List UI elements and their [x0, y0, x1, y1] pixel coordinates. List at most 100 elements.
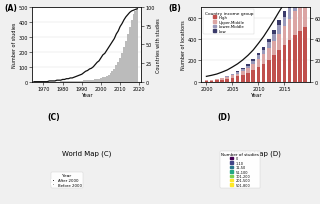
Bar — [303, 0, 307, 28]
Bar — [257, 60, 260, 68]
Bar — [267, 49, 271, 60]
Bar — [92, 80, 94, 82]
Bar — [298, 0, 302, 5]
Bar — [241, 69, 244, 70]
X-axis label: Year: Year — [81, 93, 92, 98]
Bar — [100, 79, 102, 82]
Bar — [252, 71, 255, 82]
Bar — [210, 80, 213, 81]
Bar — [246, 66, 250, 69]
Bar — [236, 74, 239, 77]
Text: World Map (C): World Map (C) — [62, 150, 111, 156]
Bar — [293, 0, 297, 12]
Bar — [119, 59, 121, 82]
Bar — [267, 60, 271, 82]
Bar — [283, 18, 286, 27]
Text: (A): (A) — [5, 4, 18, 13]
Bar — [267, 43, 271, 49]
Bar — [81, 81, 83, 82]
Bar — [225, 77, 229, 78]
Bar — [123, 48, 125, 82]
Bar — [131, 21, 132, 82]
Bar — [129, 28, 131, 82]
Bar — [231, 78, 234, 82]
Bar — [277, 51, 281, 82]
Bar — [241, 75, 244, 82]
Bar — [236, 73, 239, 74]
Bar — [231, 76, 234, 78]
Bar — [252, 62, 255, 65]
Bar — [98, 79, 100, 82]
Bar — [215, 80, 219, 81]
Legend: 0, 1-10, 11-50, 51-100, 101-200, 201-500, 501-800: 0, 1-10, 11-50, 51-100, 101-200, 201-500… — [220, 151, 260, 188]
Bar — [283, 27, 286, 46]
Bar — [277, 26, 281, 34]
Bar — [83, 81, 85, 82]
Bar — [104, 78, 106, 82]
Bar — [246, 69, 250, 73]
Bar — [108, 76, 109, 82]
Bar — [246, 65, 250, 66]
Bar — [117, 63, 119, 82]
Bar — [277, 21, 281, 26]
Bar — [257, 54, 260, 56]
Bar — [225, 78, 229, 79]
Bar — [288, 41, 292, 82]
Bar — [102, 78, 104, 82]
Bar — [132, 15, 134, 82]
Bar — [231, 75, 234, 76]
Y-axis label: Countries with studies: Countries with studies — [156, 18, 161, 72]
Bar — [134, 12, 136, 82]
Bar — [136, 10, 138, 82]
Bar — [288, 2, 292, 9]
Bar — [121, 53, 123, 82]
Bar — [283, 46, 286, 82]
Text: (B): (B) — [168, 4, 181, 13]
Bar — [293, 36, 297, 82]
Bar — [241, 70, 244, 72]
Text: (D): (D) — [217, 113, 230, 122]
Bar — [111, 72, 113, 82]
Bar — [262, 55, 265, 64]
Bar — [236, 72, 239, 73]
Bar — [210, 81, 213, 82]
Bar — [87, 81, 89, 82]
Bar — [293, 12, 297, 36]
Bar — [236, 77, 239, 82]
Bar — [204, 81, 208, 82]
Bar — [283, 12, 286, 18]
Bar — [277, 34, 281, 51]
Bar — [272, 35, 276, 42]
Bar — [257, 56, 260, 60]
Legend: High, Upper-Middle, Lower-Middle, Low: High, Upper-Middle, Lower-Middle, Low — [203, 10, 254, 35]
Bar — [257, 68, 260, 82]
Bar — [96, 80, 98, 82]
Bar — [85, 81, 87, 82]
Bar — [106, 77, 108, 82]
Bar — [298, 32, 302, 82]
Bar — [272, 55, 276, 82]
Bar — [109, 73, 111, 82]
Bar — [89, 81, 91, 82]
Bar — [125, 41, 127, 82]
Legend: After 2000, Before 2000: After 2000, Before 2000 — [51, 172, 83, 188]
Bar — [220, 78, 224, 79]
Bar — [113, 69, 115, 82]
Bar — [252, 60, 255, 62]
Bar — [94, 80, 96, 82]
Y-axis label: Number of studies: Number of studies — [12, 23, 17, 68]
Bar — [272, 42, 276, 55]
Bar — [262, 48, 265, 50]
Bar — [220, 80, 224, 82]
Bar — [262, 64, 265, 82]
Bar — [298, 5, 302, 32]
Bar — [215, 81, 219, 82]
Y-axis label: Number of locations: Number of locations — [181, 20, 186, 70]
Bar — [231, 74, 234, 75]
Bar — [262, 50, 265, 55]
Bar — [272, 31, 276, 35]
Bar — [115, 66, 117, 82]
Bar — [267, 40, 271, 43]
Bar — [288, 20, 292, 41]
Bar — [91, 81, 92, 82]
